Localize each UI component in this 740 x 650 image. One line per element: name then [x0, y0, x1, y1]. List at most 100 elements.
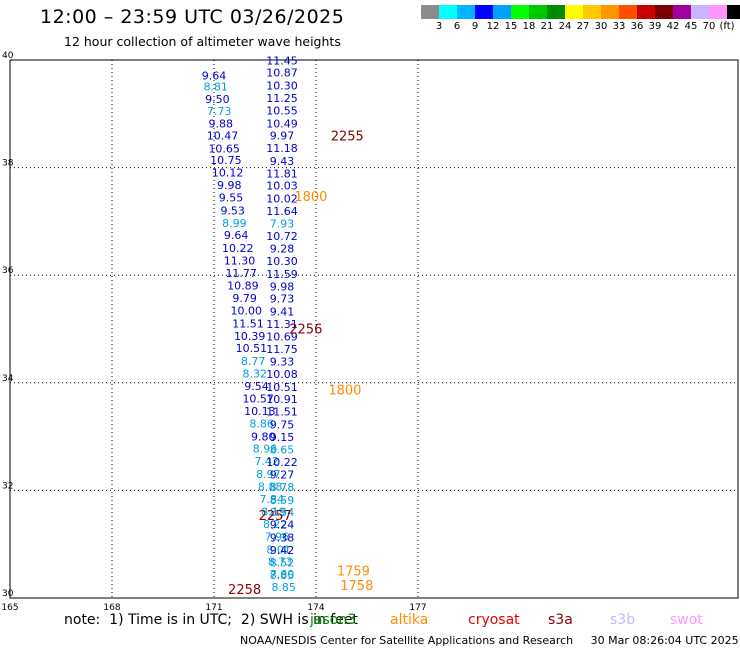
- legend-label: 3: [435, 21, 443, 32]
- map-frame: [9, 59, 739, 599]
- wave-height-value: 8.32: [243, 367, 268, 380]
- wave-height-value: 10.91: [266, 393, 298, 406]
- legend-swatch: [439, 5, 457, 19]
- wave-height-value: 9.54: [244, 380, 269, 393]
- color-legend: [421, 5, 740, 19]
- wave-height-value: 11.51: [266, 406, 298, 419]
- wave-height-value: 10.57: [242, 393, 274, 406]
- wave-height-value: 9.53: [220, 204, 245, 217]
- legend-label: 33: [612, 21, 626, 32]
- satellite-cryosat: cryosat: [468, 612, 520, 628]
- wave-height-value: 10.47: [207, 130, 239, 143]
- wave-height-value: 10.12: [212, 167, 244, 180]
- wave-height-value: 8.85: [270, 569, 295, 582]
- wave-height-value: 11.45: [266, 54, 298, 67]
- legend-label: 36: [630, 21, 644, 32]
- legend-label: 15: [504, 21, 518, 32]
- wave-height-value: 11.81: [266, 167, 298, 180]
- wave-height-value: 9.38: [270, 532, 295, 545]
- wave-height-value: 9.73: [270, 293, 295, 306]
- wave-height-value: 8.77: [241, 355, 266, 368]
- wave-height-value: 9.24: [270, 519, 295, 532]
- legend-swatch: [493, 5, 511, 19]
- pass-time-label: 2255: [331, 130, 364, 145]
- lat-tick-label: 38: [2, 159, 14, 169]
- legend-label: 70: [702, 21, 716, 32]
- wave-height-value: 9.79: [232, 292, 257, 305]
- wave-height-value: 8.99: [222, 217, 247, 230]
- legend-swatch: [637, 5, 655, 19]
- wave-height-value: 10.51: [236, 342, 268, 355]
- legend-swatch: [529, 5, 547, 19]
- wave-height-value: 9.97: [270, 130, 295, 143]
- wave-height-value: 10.65: [208, 143, 240, 156]
- page-title: 12:00 – 23:59 UTC 03/26/2025: [40, 6, 345, 28]
- wave-height-value: 10.89: [227, 280, 259, 293]
- pass-time-label: 2256: [289, 322, 322, 337]
- pass-time-label: 1759: [337, 564, 370, 579]
- lon-tick-label: 177: [409, 603, 426, 613]
- legend-swatch: [727, 5, 740, 19]
- legend-label: 30: [594, 21, 608, 32]
- legend-swatch: [673, 5, 691, 19]
- wave-height-value: 9.33: [270, 356, 295, 369]
- wave-height-value: 10.39: [234, 330, 266, 343]
- legend-label: 18: [522, 21, 536, 32]
- wave-height-value: 9.80: [251, 430, 276, 443]
- wave-height-value: 9.64: [202, 69, 227, 82]
- wave-height-value: 9.27: [270, 469, 295, 482]
- lon-tick-label: 165: [1, 603, 18, 613]
- wave-height-value: 7.84: [260, 493, 285, 506]
- lat-tick-label: 30: [2, 589, 14, 599]
- wave-height-value: 11.31: [266, 318, 298, 331]
- lat-tick-label: 32: [2, 481, 13, 491]
- wave-height-value: 11.25: [266, 92, 298, 105]
- wave-height-value: 10.13: [244, 405, 276, 418]
- legend-label: 27: [576, 21, 590, 32]
- legend-swatch: [547, 5, 565, 19]
- footer-note: note: 1) Time is in UTC; 2) SWH is in fe…: [64, 612, 358, 628]
- color-legend-labels: 3 6 9 12 15 18 21 24 27 30 33 36 39 42 45 70 (ft): [421, 21, 740, 35]
- legend-label: 45: [684, 21, 698, 32]
- wave-height-value: 8.81: [203, 81, 228, 94]
- satellite-s3b: s3b: [610, 612, 636, 628]
- wave-height-value: 7.60: [270, 568, 295, 581]
- wave-height-value: 8.88: [258, 480, 283, 493]
- legend-swatch: [511, 5, 529, 19]
- pass-time-label: 1758: [340, 579, 373, 594]
- legend-swatch: [691, 5, 709, 19]
- wave-height-value: 9.75: [270, 419, 295, 432]
- wave-height-value: 7.96: [265, 530, 290, 543]
- wave-height-value: 10.22: [266, 456, 298, 469]
- wave-height-value: 9.41: [270, 306, 295, 319]
- pass-time-label: 2257: [259, 509, 292, 524]
- wave-height-value: 8.65: [270, 443, 295, 456]
- wave-height-value: 10.75: [210, 154, 242, 167]
- wave-height-value: 9.42: [270, 544, 295, 557]
- wave-height-value: 11.75: [266, 343, 298, 356]
- wave-height-value: 10.55: [266, 104, 298, 117]
- wave-height-value: 10.87: [266, 67, 298, 80]
- legend-swatch: [655, 5, 673, 19]
- wave-height-value: 10.30: [266, 80, 298, 93]
- wave-height-value: 8.73: [268, 556, 293, 569]
- legend-label: 9: [471, 21, 479, 32]
- legend-swatch: [619, 5, 637, 19]
- wave-height-value: 7.42: [254, 455, 279, 468]
- wave-height-value: 8.86: [249, 417, 274, 430]
- wave-height-value: 10.69: [266, 330, 298, 343]
- wave-height-value: 10.03: [266, 180, 298, 193]
- satellite-jason3: jason3: [310, 612, 357, 628]
- wave-height-value: 8.59: [270, 494, 295, 507]
- lat-tick-label: 36: [2, 266, 14, 276]
- wave-height-value: 7.73: [207, 105, 232, 118]
- page-subtitle: 12 hour collection of altimeter wave hei…: [64, 34, 341, 49]
- wave-height-value: 10.02: [266, 193, 298, 206]
- wave-height-value: 9.98: [217, 179, 242, 192]
- wave-height-value: 11.77: [225, 267, 257, 280]
- wave-height-value: 8.78: [270, 481, 295, 494]
- satellite-s3a: s3a: [548, 612, 573, 628]
- wave-height-value: 8.54: [270, 506, 295, 519]
- wave-height-value: 10.49: [266, 117, 298, 130]
